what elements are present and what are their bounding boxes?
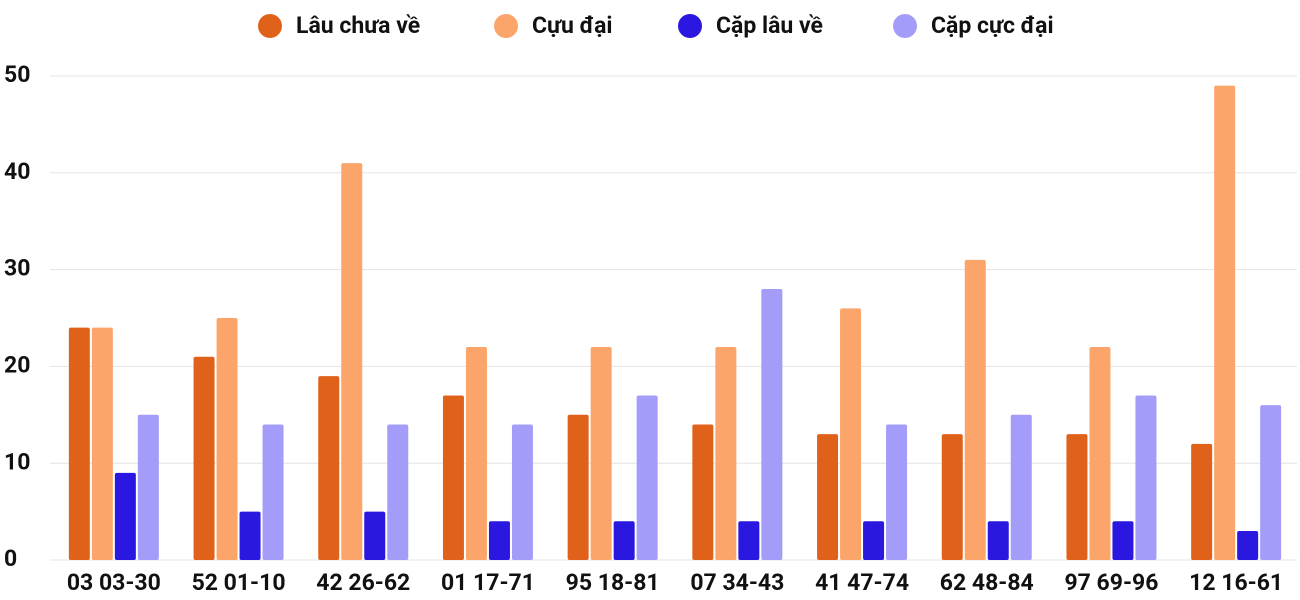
bar xyxy=(636,395,658,560)
legend-marker xyxy=(678,14,702,38)
bar xyxy=(590,347,612,560)
y-tick-label: 0 xyxy=(4,545,17,572)
bar xyxy=(817,434,839,560)
legend-label: Cựu đại xyxy=(532,12,613,39)
legend-marker xyxy=(258,14,282,38)
x-tick-label: 07 34-43 xyxy=(690,569,784,596)
y-tick-label: 50 xyxy=(4,61,30,88)
bar xyxy=(567,414,589,560)
bar xyxy=(1010,414,1032,560)
x-tick-label: 52 01-10 xyxy=(192,569,286,596)
y-tick-label: 10 xyxy=(4,448,30,475)
bar xyxy=(613,521,635,560)
bar xyxy=(68,327,90,560)
bar xyxy=(987,521,1009,560)
bar xyxy=(886,424,908,560)
bar xyxy=(1135,395,1157,560)
bar xyxy=(387,424,409,560)
x-tick-label: 12 16-61 xyxy=(1189,569,1283,596)
bar xyxy=(91,327,113,560)
legend-label: Lâu chưa về xyxy=(296,12,420,39)
bar xyxy=(1112,521,1134,560)
bar xyxy=(114,472,136,560)
bar xyxy=(465,347,487,560)
y-tick-label: 40 xyxy=(4,158,30,185)
bar xyxy=(318,376,340,560)
bar xyxy=(863,521,885,560)
bar xyxy=(1260,405,1282,560)
legend-label: Cặp lâu về xyxy=(716,12,823,39)
bar xyxy=(715,347,737,560)
bar xyxy=(239,511,261,560)
bar xyxy=(511,424,533,560)
bar xyxy=(1191,443,1213,560)
bar xyxy=(964,259,986,560)
bar xyxy=(840,308,862,560)
x-tick-label: 62 48-84 xyxy=(940,569,1034,596)
x-tick-label: 42 26-62 xyxy=(316,569,410,596)
bar xyxy=(1066,434,1088,560)
x-tick-label: 95 18-81 xyxy=(566,569,660,596)
x-tick-label: 97 69-96 xyxy=(1064,569,1158,596)
bar xyxy=(488,521,510,560)
bar xyxy=(1214,85,1236,561)
bar xyxy=(341,163,363,560)
y-tick-label: 20 xyxy=(4,351,30,378)
legend-label: Cặp cực đại xyxy=(931,12,1054,39)
bar xyxy=(941,434,963,560)
x-tick-label: 01 17-71 xyxy=(441,569,535,596)
x-tick-label: 41 47-74 xyxy=(815,569,909,596)
legend-marker xyxy=(893,14,917,38)
bar xyxy=(1089,347,1111,560)
bar xyxy=(442,395,464,560)
bar xyxy=(738,521,760,560)
bar xyxy=(193,356,215,560)
x-tick-label: 03 03-30 xyxy=(67,569,161,596)
bar xyxy=(137,414,159,560)
bar xyxy=(364,511,386,560)
bar xyxy=(1237,530,1259,560)
y-tick-label: 30 xyxy=(4,255,30,282)
bar xyxy=(262,424,284,560)
bar xyxy=(761,288,783,560)
bar xyxy=(216,318,238,560)
bar xyxy=(692,424,714,560)
legend-marker xyxy=(494,14,518,38)
